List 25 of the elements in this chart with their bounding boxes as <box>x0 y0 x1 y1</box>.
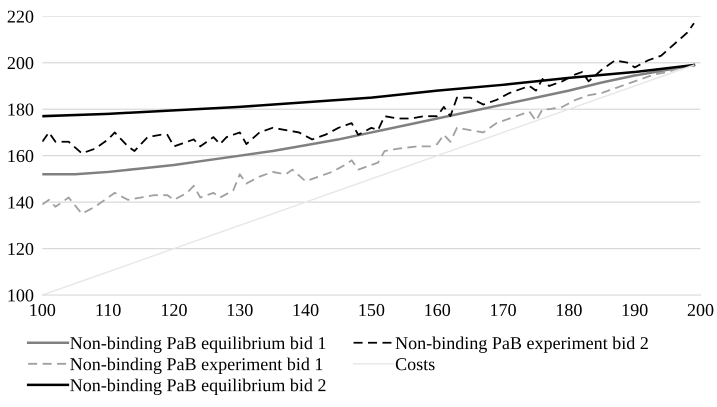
legend-label: Costs <box>396 358 435 370</box>
line-series <box>42 22 695 154</box>
legend-label: Non-binding PaB equilibrium bid 2 <box>70 378 326 396</box>
y-tick-label: 120 <box>8 242 34 256</box>
x-tick-label: 120 <box>162 304 187 316</box>
x-tick-label: 140 <box>294 304 318 316</box>
x-tick-label: 170 <box>491 304 516 316</box>
x-tick-label: 130 <box>228 304 253 316</box>
legend-label: Non-binding PaB experiment bid 2 <box>396 336 648 353</box>
y-tick-label: 160 <box>8 150 34 162</box>
legend-label: Non-binding PaB experiment bid 1 <box>70 358 322 374</box>
legend-label: Non-binding PaB equilibrium bid 1 <box>70 336 326 353</box>
y-tick-label: 180 <box>8 103 34 116</box>
y-tick-label: 100 <box>8 289 34 302</box>
y-tick-label: 220 <box>8 10 34 23</box>
x-tick-label: 190 <box>622 304 648 316</box>
line-series <box>42 64 696 176</box>
x-tick-label: 180 <box>556 304 582 316</box>
x-tick-label: 150 <box>359 304 384 316</box>
x-tick-label: 160 <box>425 304 450 316</box>
y-tick-label: 200 <box>8 57 34 70</box>
x-tick-label: 110 <box>96 304 121 316</box>
x-tick-label: 200 <box>688 304 714 316</box>
x-tick-label: 100 <box>30 304 56 316</box>
y-tick-label: 140 <box>8 196 34 209</box>
